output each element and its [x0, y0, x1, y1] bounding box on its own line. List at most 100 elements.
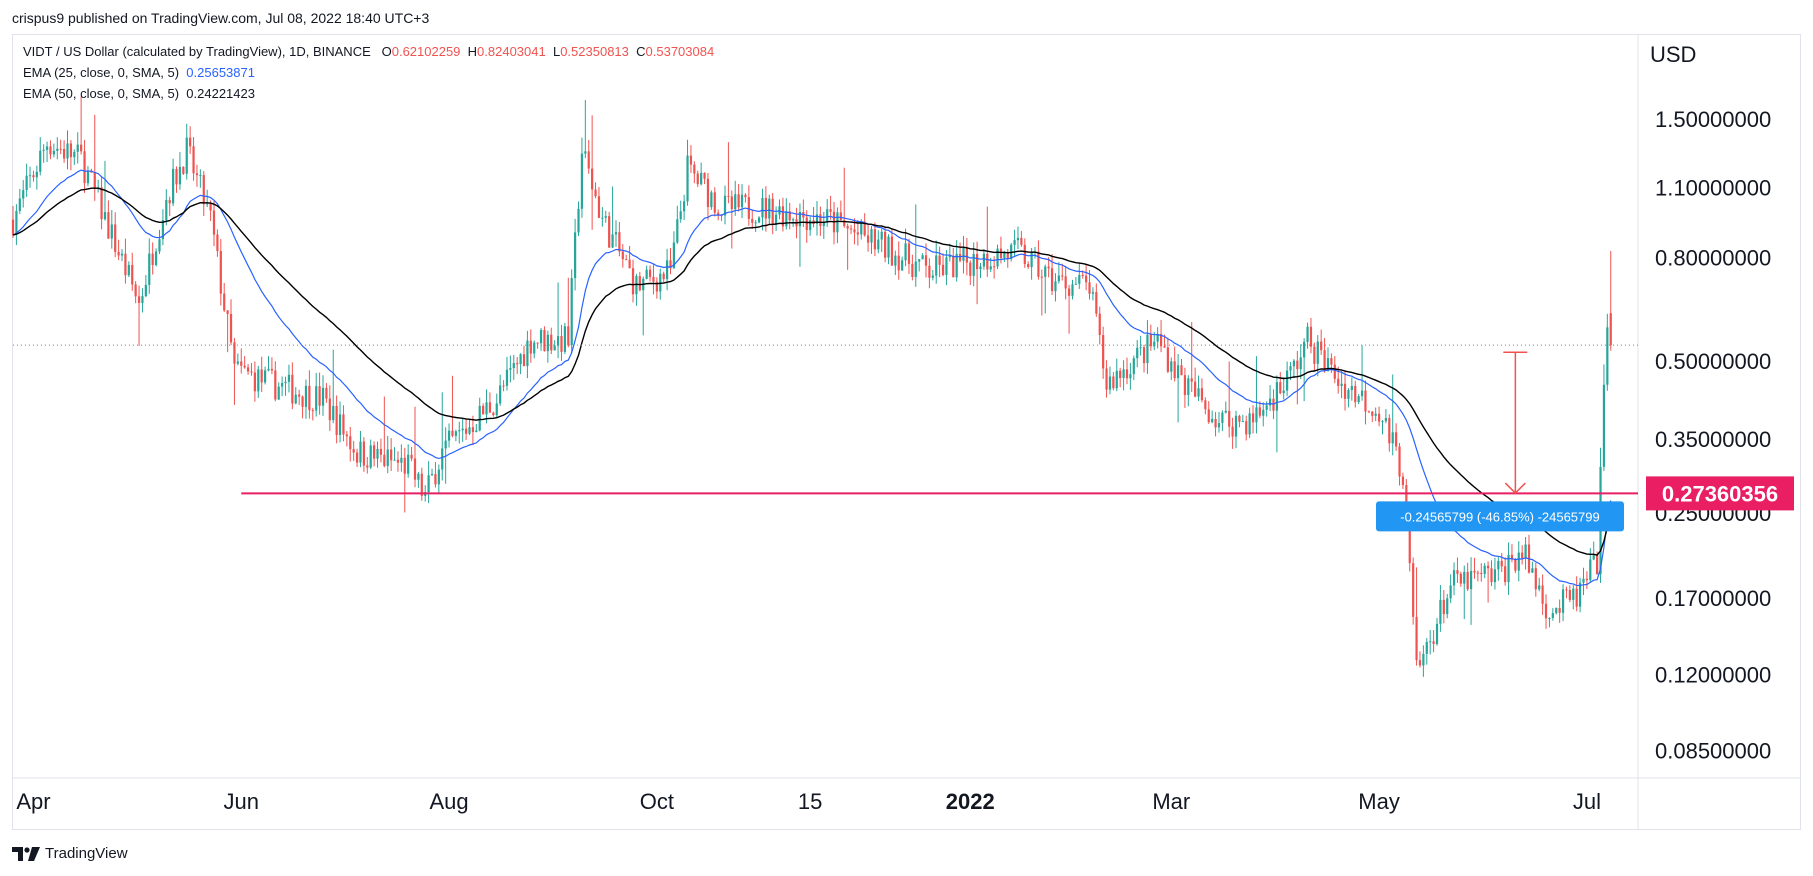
x-tick-label: Oct — [640, 789, 674, 814]
candle — [1228, 361, 1231, 438]
candle — [35, 165, 38, 190]
legend-ema50[interactable]: EMA (50, close, 0, SMA, 5) 0.24221423 — [23, 86, 255, 101]
candle — [1255, 356, 1258, 434]
candle — [1078, 263, 1081, 289]
candle — [774, 206, 778, 231]
candle — [894, 250, 897, 275]
candle-body — [59, 148, 62, 150]
candle — [257, 365, 260, 398]
candle — [577, 201, 580, 237]
candle — [870, 226, 873, 254]
candle — [1572, 585, 1575, 610]
legend-low-label: L — [552, 44, 561, 59]
candle-body — [1057, 275, 1060, 282]
candle — [526, 330, 529, 379]
candle — [1085, 264, 1088, 291]
candle — [553, 340, 556, 351]
candle — [1343, 370, 1347, 411]
candle — [83, 139, 86, 193]
legend-ema25[interactable]: EMA (25, close, 0, SMA, 5) 0.25653871 — [23, 65, 255, 80]
candle-body — [315, 386, 318, 411]
legend-symbol[interactable]: VIDT / US Dollar (calculated by TradingV… — [23, 44, 371, 59]
candle-body — [1224, 410, 1227, 413]
candle-body — [403, 457, 406, 474]
candle-body — [1337, 378, 1340, 386]
candle — [1340, 371, 1343, 399]
candle-body — [1251, 413, 1255, 423]
candle-body — [1439, 599, 1442, 624]
candle — [195, 164, 199, 187]
candle-body — [1221, 412, 1224, 424]
candle-body — [1228, 410, 1231, 427]
candle-body — [665, 260, 669, 280]
x-tick-label: 2022 — [946, 789, 995, 814]
candle — [321, 375, 325, 416]
candle — [376, 441, 379, 468]
candle — [1183, 367, 1187, 408]
candle-body — [417, 473, 420, 480]
candle — [1374, 407, 1377, 422]
candle — [1142, 344, 1146, 373]
candle-body — [1395, 432, 1398, 447]
candle — [464, 418, 468, 440]
candle — [93, 114, 96, 201]
candle — [1262, 402, 1265, 427]
candle — [1067, 284, 1071, 334]
candle-body — [979, 266, 982, 270]
candle — [737, 183, 740, 212]
candle-body — [669, 260, 672, 269]
candle — [223, 282, 226, 312]
candle-body — [49, 146, 52, 155]
candle-body — [1115, 370, 1118, 389]
candle-body — [240, 361, 243, 366]
candle — [1435, 618, 1439, 646]
candle — [1091, 287, 1095, 301]
candle-body — [529, 340, 532, 354]
candle-body — [1602, 384, 1606, 467]
y-tick-label: 1.10000000 — [1655, 175, 1771, 200]
candle-body — [560, 336, 563, 352]
footer-brand[interactable]: TradingView — [12, 845, 128, 862]
legend-close-label: C — [636, 44, 646, 59]
candle — [461, 418, 464, 442]
candle-body — [662, 273, 665, 280]
candle — [1146, 320, 1149, 374]
candle — [904, 228, 907, 267]
candle — [151, 242, 154, 275]
candle-body — [1238, 415, 1241, 422]
candle-body — [723, 195, 727, 216]
candle-body — [1085, 275, 1088, 283]
measure-label-box[interactable] — [1376, 501, 1624, 532]
candle-body — [764, 197, 767, 219]
candle — [298, 389, 301, 406]
candle — [703, 172, 706, 185]
candle-body — [219, 251, 222, 294]
candle — [362, 437, 365, 472]
candle-body — [1364, 390, 1367, 412]
candle — [1504, 557, 1507, 586]
candle — [846, 223, 849, 270]
candle-body — [287, 374, 291, 382]
candle — [478, 397, 481, 432]
candle-body — [1146, 334, 1149, 364]
candle-body — [386, 449, 389, 466]
candle — [560, 324, 563, 361]
candle — [597, 187, 601, 219]
candle-body — [1316, 341, 1319, 364]
candle — [444, 427, 447, 484]
candle-body — [1183, 375, 1187, 395]
candle-body — [921, 255, 924, 260]
candle-body — [151, 253, 154, 266]
candle — [533, 340, 536, 359]
candle — [451, 375, 454, 438]
candle-body — [1320, 341, 1323, 351]
candle-body — [563, 326, 566, 352]
candle — [124, 238, 127, 284]
candle — [931, 269, 934, 281]
candle-body — [904, 243, 907, 261]
candle-body — [216, 234, 219, 252]
support-price-tag[interactable] — [1646, 476, 1794, 511]
candle-body — [740, 194, 744, 208]
candle-body — [185, 137, 188, 174]
